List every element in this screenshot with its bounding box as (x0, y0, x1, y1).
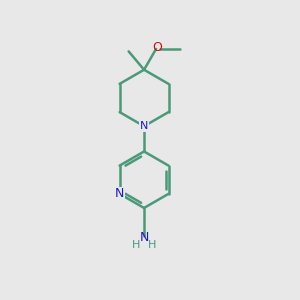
Text: H: H (132, 240, 140, 250)
Text: N: N (140, 232, 149, 244)
Text: N: N (115, 187, 124, 200)
Text: O: O (152, 41, 162, 54)
Text: N: N (140, 121, 148, 131)
Text: H: H (148, 240, 156, 250)
